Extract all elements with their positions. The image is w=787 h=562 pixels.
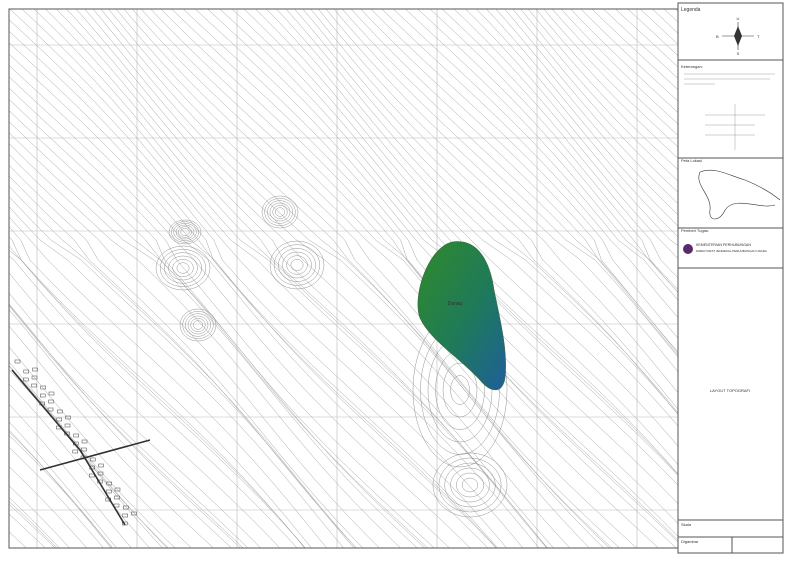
client-logo — [683, 244, 693, 254]
compass-north: U — [737, 16, 740, 21]
client-subtitle: DIREKTORAT JENDERAL PERHUBUNGAN UDARA — [696, 249, 767, 253]
compass-south: S — [737, 51, 740, 56]
client-name: KEMENTERIAN PERHUBUNGAN — [696, 243, 751, 247]
map-sheet: Danau Legenda U S T B Keterangan: Peta L… — [0, 0, 787, 557]
location-title: Peta Lokasi — [681, 158, 702, 163]
scale-label: Skala — [681, 522, 692, 527]
compass-west: B — [716, 34, 719, 39]
notes-title: Keterangan: — [681, 64, 703, 69]
lake-label: Danau — [448, 301, 463, 307]
drawn-label: Digambar — [681, 539, 699, 544]
client-title: Pemberi Tugas: — [681, 228, 709, 233]
drawing-title: LAYOUT TOPOGRAFI — [710, 388, 750, 393]
legend-title: Legenda — [681, 7, 701, 13]
